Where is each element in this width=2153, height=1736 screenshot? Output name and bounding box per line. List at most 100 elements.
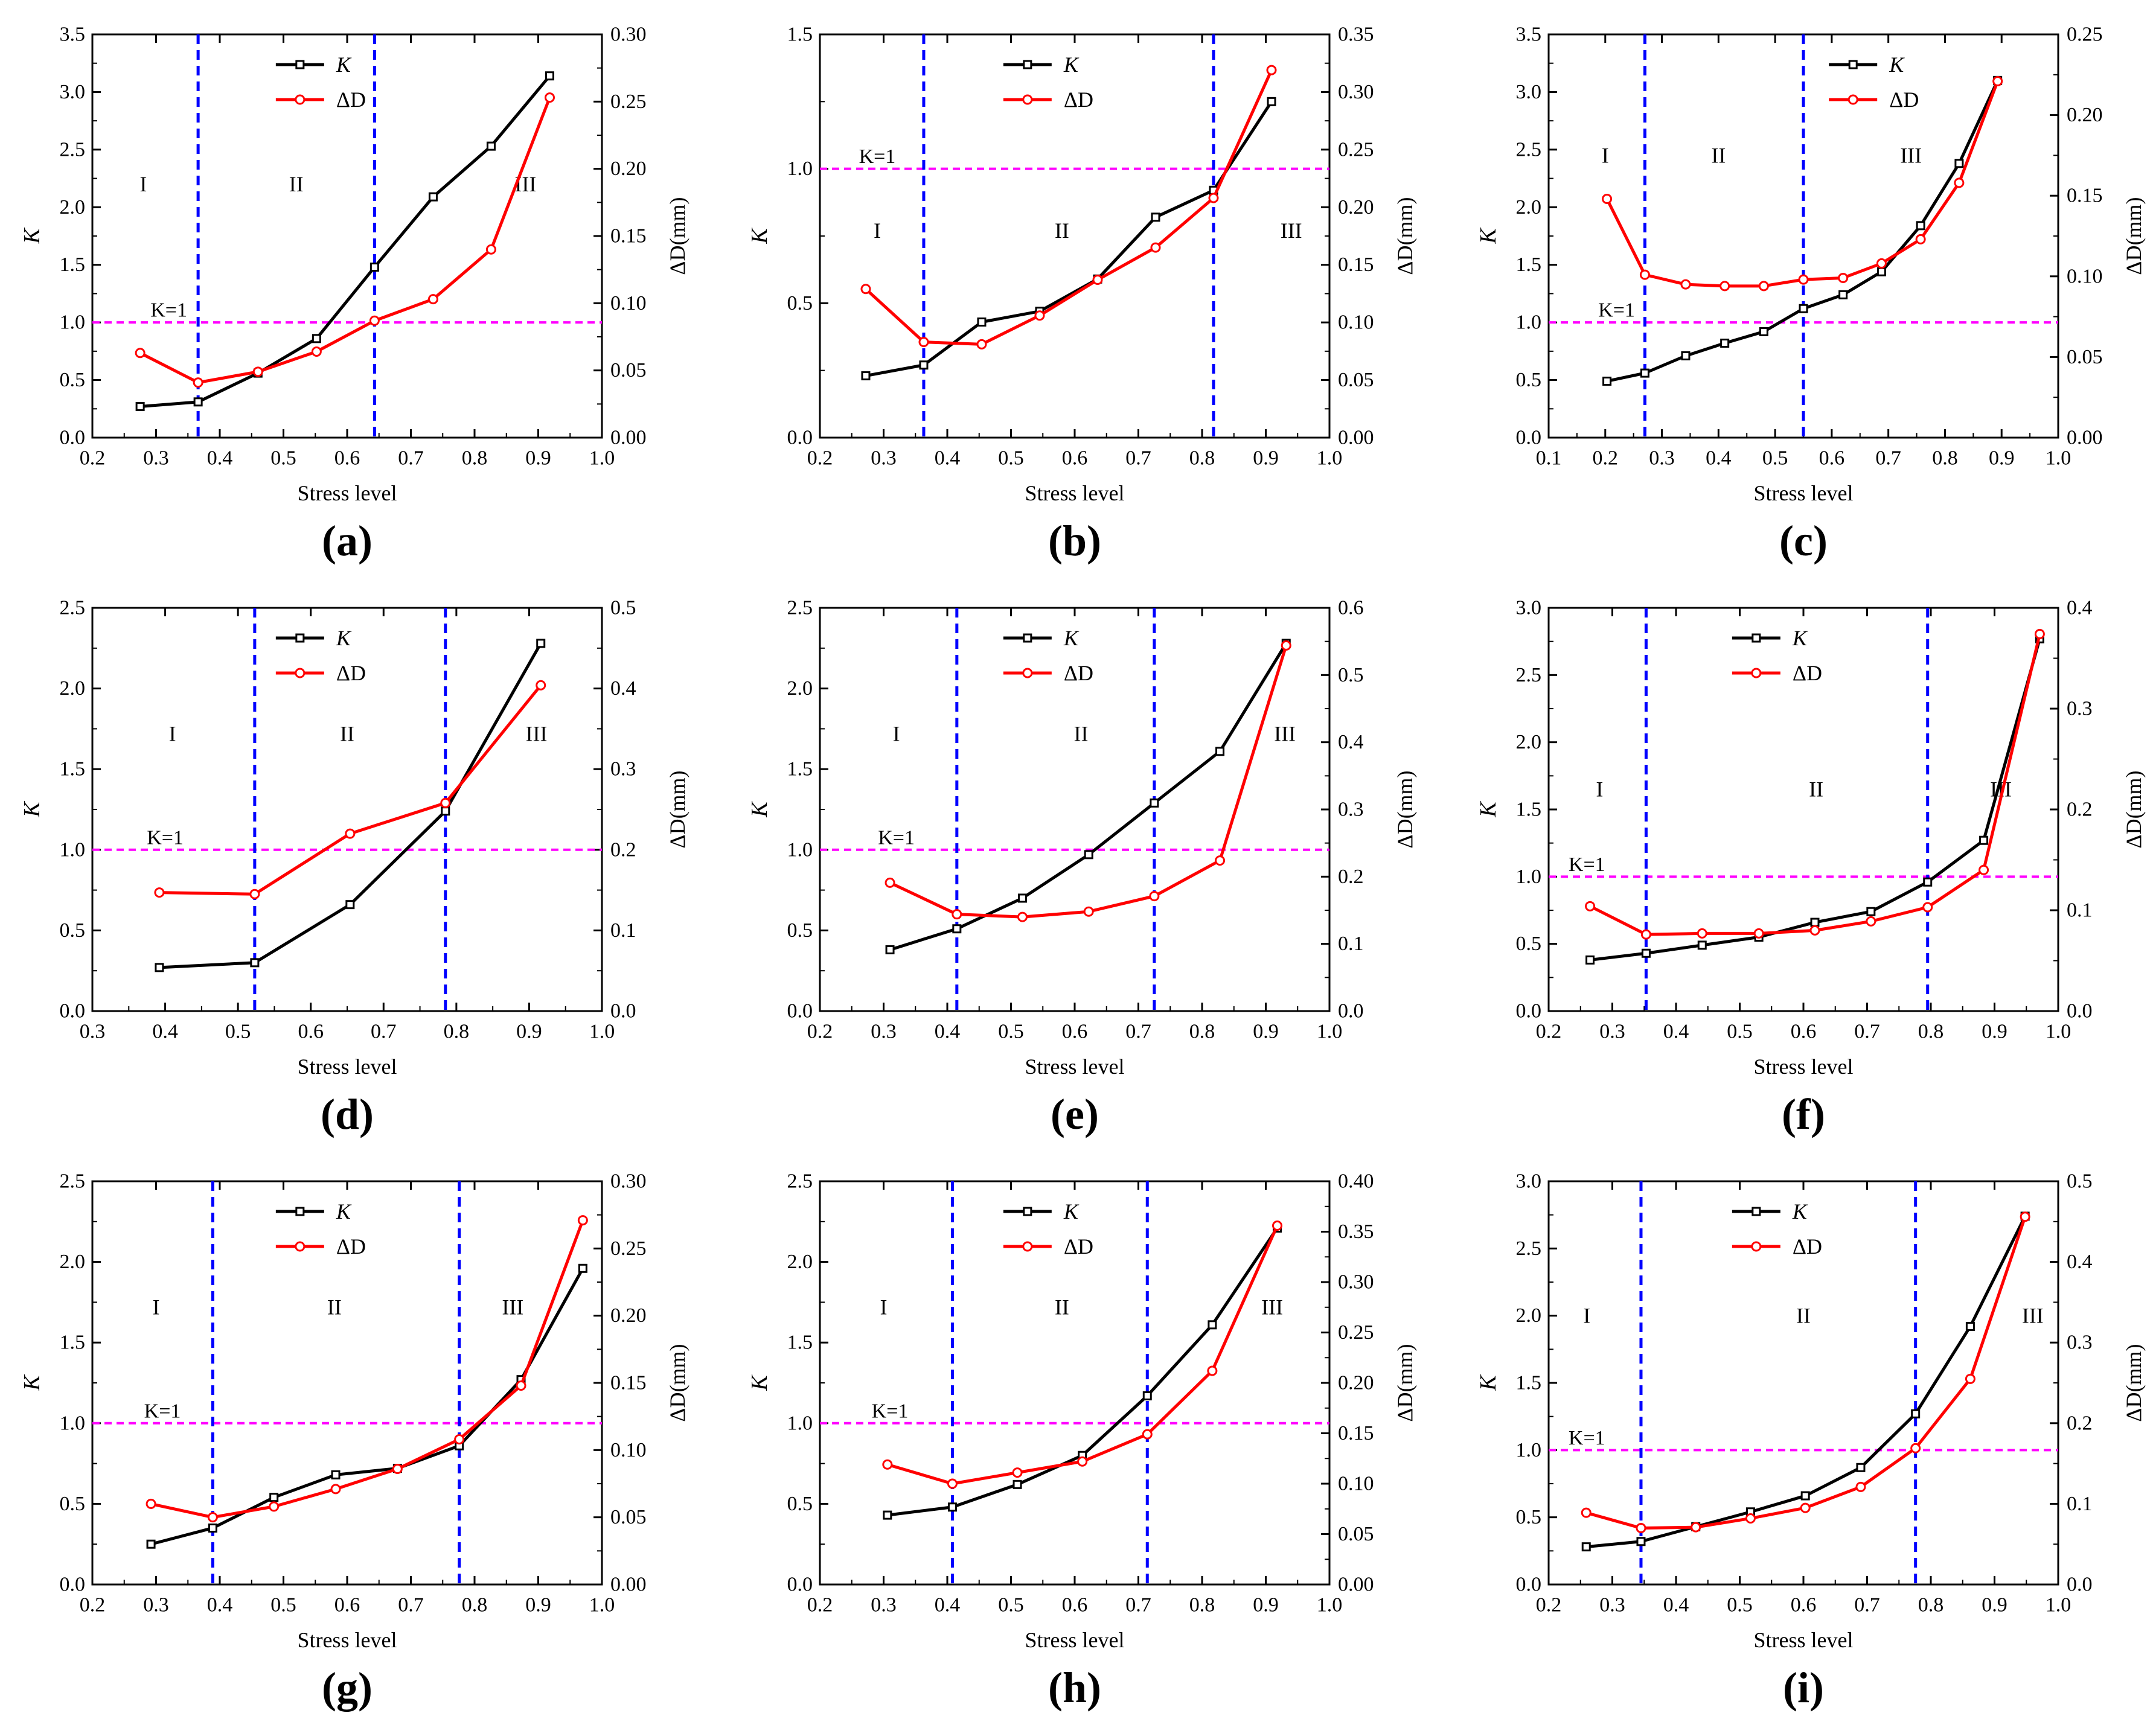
- stage-label-3: III: [1274, 721, 1296, 745]
- k-point: [312, 334, 321, 343]
- dd-series-line: [150, 1219, 584, 1519]
- dd-point: [369, 315, 380, 326]
- k-point: [1581, 1542, 1591, 1552]
- y-right-tick-label: 0.00: [2067, 427, 2103, 449]
- dd-point: [885, 877, 895, 888]
- x-tick-label: 0.7: [1854, 1594, 1880, 1616]
- y-right-tick-label: 0.0: [1338, 1000, 1364, 1023]
- x-tick-label: 0.4: [207, 447, 233, 470]
- dd-point: [427, 294, 438, 305]
- x-tick-label: 0.2: [807, 1594, 833, 1616]
- y-left-tick-label: 1.5: [1516, 254, 1542, 276]
- dd-point: [392, 1464, 403, 1475]
- y-left-tick-label: 3.0: [1516, 81, 1542, 103]
- x-tick-label: 0.6: [1791, 1021, 1817, 1043]
- k-point: [208, 1523, 217, 1533]
- k-point: [250, 958, 260, 968]
- legend-label: ΔD: [336, 661, 366, 685]
- legend-marker: [295, 1241, 306, 1252]
- y-left-axis-label: K: [1476, 228, 1501, 244]
- x-tick-label: 0.5: [270, 447, 296, 470]
- x-axis-label: Stress level: [1025, 1055, 1125, 1079]
- x-tick-label: 0.9: [516, 1021, 542, 1043]
- k-point: [1150, 798, 1159, 808]
- threshold-label: K=1: [147, 826, 184, 849]
- k-series-line: [887, 1227, 1279, 1517]
- y-left-axis-label: K: [19, 1374, 45, 1391]
- y-left-tick-label: 1.0: [1516, 1439, 1542, 1461]
- k-point: [1602, 376, 1612, 386]
- y-right-tick-label: 0.20: [1338, 1372, 1374, 1394]
- x-tick-label: 0.5: [1727, 1594, 1753, 1616]
- dd-series-line: [887, 1225, 1279, 1485]
- x-axis-label: Stress level: [298, 1628, 397, 1652]
- legend-marker: [1847, 94, 1858, 105]
- y-right-tick-label: 0.3: [2067, 1332, 2093, 1354]
- panel-caption: (a): [322, 517, 373, 565]
- x-tick-label: 0.8: [1189, 1594, 1215, 1616]
- y-right-tick-label: 0.00: [1338, 427, 1374, 449]
- y-right-tick-label: 0.3: [1338, 799, 1364, 821]
- dd-point: [269, 1501, 280, 1512]
- dd-point: [1149, 891, 1160, 902]
- stage-label-1: I: [1602, 143, 1609, 167]
- x-tick-label: 0.2: [80, 447, 106, 470]
- dd-point: [1215, 855, 1226, 866]
- k-point: [345, 900, 355, 910]
- x-tick-label: 0.5: [998, 1021, 1024, 1043]
- x-axis-label: Stress level: [298, 481, 397, 505]
- k-point: [578, 1263, 587, 1273]
- x-tick-label: 0.8: [1189, 447, 1215, 470]
- dd-point: [1077, 1456, 1088, 1467]
- y-left-tick-label: 0.5: [787, 919, 813, 942]
- legend-label: K: [1889, 53, 1905, 77]
- k-point: [1267, 97, 1276, 106]
- y-left-tick-label: 0.0: [787, 1000, 813, 1023]
- dd-point: [544, 92, 555, 103]
- dd-point: [1602, 194, 1613, 205]
- dd-series-line: [889, 645, 1288, 919]
- dd-point: [1910, 1443, 1921, 1454]
- x-tick-label: 0.8: [444, 1021, 470, 1043]
- y-left-tick-label: 1.0: [787, 838, 813, 861]
- dd-point: [1965, 1373, 1975, 1384]
- k-point: [885, 945, 895, 954]
- stage-label-2: II: [1074, 721, 1089, 745]
- x-tick-label: 0.4: [935, 1594, 961, 1616]
- k-point: [441, 806, 450, 816]
- x-tick-label: 0.7: [1125, 1594, 1151, 1616]
- x-tick-label: 1.0: [2046, 1021, 2071, 1043]
- stage-label-1: I: [874, 219, 881, 243]
- y-left-tick-label: 1.0: [1516, 311, 1542, 334]
- x-axis-label: Stress level: [1754, 1055, 1854, 1079]
- k-point: [1979, 835, 1989, 845]
- y-right-tick-label: 0.10: [2067, 265, 2103, 287]
- k-point: [1017, 893, 1027, 903]
- k-point: [1838, 290, 1848, 299]
- y-left-tick-label: 2.0: [60, 1251, 86, 1273]
- y-left-tick-label: 1.5: [787, 1332, 813, 1354]
- x-tick-label: 1.0: [589, 447, 615, 470]
- k-point: [1800, 1491, 1810, 1501]
- dd-point: [1640, 929, 1651, 940]
- y-right-tick-label: 0.10: [1338, 1473, 1374, 1495]
- x-tick-label: 0.9: [1253, 447, 1279, 470]
- y-right-tick-label: 0.15: [1338, 1422, 1374, 1444]
- y-right-axis-label: ΔD(mm): [2122, 770, 2146, 848]
- legend-label: K: [336, 53, 352, 77]
- threshold-label: K=1: [150, 299, 187, 322]
- x-tick-label: 1.0: [589, 1594, 615, 1616]
- k-point: [1151, 212, 1160, 222]
- y-left-tick-label: 0.0: [60, 1000, 86, 1023]
- panel-g: 0.2 0.3 0.4 0.5 0.6 0.7 0.8 0.9 1.0 0.0 0.5 1.0 1.5 2…: [19, 1170, 689, 1653]
- dd-point: [918, 337, 929, 348]
- x-tick-label: 0.3: [871, 1594, 897, 1616]
- y-right-axis-label: ΔD(mm): [1393, 1344, 1417, 1422]
- y-left-tick-label: 2.0: [1516, 731, 1542, 753]
- y-left-tick-label: 2.5: [1516, 1237, 1542, 1260]
- y-right-tick-label: 0.2: [2067, 1412, 2093, 1434]
- panel-e: 0.2 0.3 0.4 0.5 0.6 0.7 0.8 0.9 1.00.00.51.01.52…: [747, 597, 1417, 1079]
- k-point: [1585, 955, 1595, 965]
- y-left-tick-label: 1.0: [60, 1412, 86, 1434]
- dd-point: [577, 1215, 588, 1226]
